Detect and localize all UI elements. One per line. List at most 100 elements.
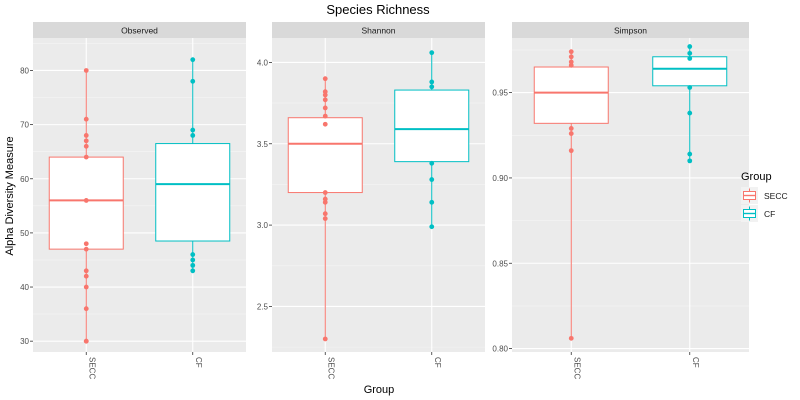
data-point (322, 97, 328, 103)
data-point (687, 110, 693, 116)
box-iqr (48, 156, 124, 250)
facet-strip-label: Shannon (361, 26, 395, 36)
data-point (322, 105, 328, 111)
y-axis-title: Alpha Diversity Measure (4, 136, 16, 255)
x-tick-label: SECC (572, 357, 581, 379)
data-point (322, 216, 328, 221)
data-point (83, 268, 89, 274)
data-point (83, 273, 89, 279)
y-tick-label: 3.0 (257, 221, 269, 230)
y-tick-label: 40 (20, 283, 29, 292)
data-point (568, 335, 574, 341)
box-secc (48, 68, 124, 344)
data-point (687, 158, 693, 164)
data-point (190, 262, 196, 268)
box-cf (394, 50, 470, 230)
y-tick-label: 3.5 (257, 140, 269, 149)
data-point (322, 89, 328, 95)
box-iqr (652, 56, 728, 87)
box-cf (155, 57, 231, 274)
x-tick-label: CF (194, 357, 203, 368)
data-point (190, 133, 196, 138)
data-point (190, 57, 196, 63)
data-point (429, 50, 435, 56)
data-point (83, 306, 89, 312)
legend-entry-cf: CF (741, 205, 775, 222)
data-point (687, 44, 693, 49)
facet-strip-label: Observed (121, 26, 158, 36)
y-tick-label: 70 (20, 121, 29, 130)
data-point (83, 138, 89, 144)
data-point (568, 49, 574, 55)
box-secc (533, 49, 609, 341)
box-cf (652, 44, 728, 164)
y-tick-label: 50 (20, 229, 29, 238)
y-tick-label: 30 (20, 337, 29, 346)
data-point (429, 199, 435, 205)
box-iqr (533, 66, 609, 124)
data-point (429, 84, 435, 90)
data-point (83, 241, 89, 247)
data-point (568, 62, 574, 68)
facet-panels: Observed 30 40 50 60 70 80 SECC CF Shannon 2.5 3.0 3… (20, 22, 749, 379)
data-point (322, 121, 328, 127)
legend-label: SECC (764, 191, 788, 201)
data-point (322, 190, 328, 195)
data-point (83, 116, 89, 122)
data-point (83, 154, 89, 160)
legend-label: CF (764, 209, 775, 219)
data-point (83, 68, 89, 73)
y-tick-label: 4.0 (257, 58, 269, 67)
data-point (429, 177, 435, 182)
y-tick-label: 60 (20, 175, 29, 184)
chart-title: Species Richness (326, 2, 430, 17)
y-tick-label: 0.90 (492, 174, 508, 183)
data-point (190, 78, 196, 84)
box-iqr (287, 117, 363, 194)
data-point (83, 198, 89, 203)
data-point (429, 160, 435, 166)
box-iqr (155, 143, 231, 242)
facet-strip (272, 22, 485, 38)
data-point (322, 76, 328, 82)
box-iqr (394, 89, 470, 163)
data-point (322, 196, 328, 202)
y-tick-label: 80 (20, 66, 29, 75)
data-point (687, 151, 693, 157)
panel-simpson: Simpson 0.80 0.85 0.90 0.95 SECC CF (492, 22, 749, 379)
data-point (687, 56, 693, 61)
box-secc (287, 76, 363, 342)
facet-strip-label: Simpson (614, 26, 647, 36)
x-tick-label: CF (433, 357, 442, 368)
facet-strip (33, 22, 246, 38)
data-point (568, 126, 574, 131)
y-tick-label: 0.80 (492, 345, 508, 354)
data-point (687, 50, 693, 56)
panel-shannon: Shannon 2.5 3.0 3.5 4.0 SECC CF (257, 22, 485, 379)
y-tick-label: 0.85 (492, 259, 508, 268)
data-point (83, 246, 89, 252)
data-point (83, 143, 89, 149)
panel-background (272, 38, 485, 352)
data-point (568, 131, 574, 136)
data-point (322, 336, 328, 342)
data-point (568, 148, 574, 154)
legend-title: Group (741, 171, 772, 183)
facet-strip (512, 22, 749, 38)
x-axis-title: Group (364, 384, 395, 396)
data-point (429, 224, 435, 230)
data-point (568, 59, 574, 65)
legend-entry-secc: SECC (741, 187, 788, 204)
y-tick-label: 2.5 (257, 302, 269, 311)
data-point (83, 284, 89, 290)
data-point (83, 133, 89, 138)
data-point (83, 338, 89, 344)
data-point (322, 113, 328, 119)
data-point (190, 127, 196, 133)
data-point (568, 54, 574, 60)
data-point (687, 85, 693, 90)
panel-observed: Observed 30 40 50 60 70 80 SECC CF (20, 22, 246, 379)
data-point (429, 79, 435, 85)
x-tick-label: CF (691, 357, 700, 368)
x-tick-label: SECC (87, 357, 96, 379)
